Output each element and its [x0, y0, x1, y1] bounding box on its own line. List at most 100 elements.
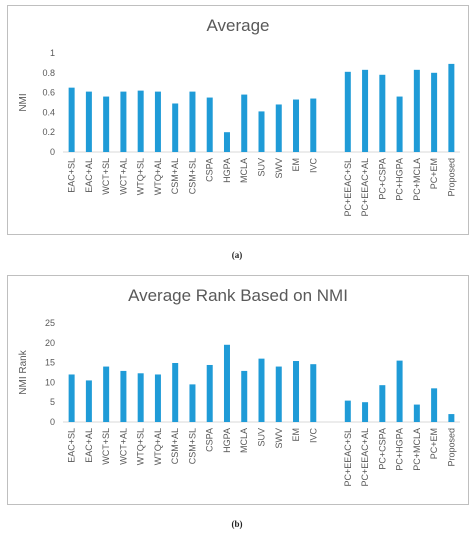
bar [362, 402, 369, 422]
bar [85, 380, 92, 422]
bar [362, 69, 369, 152]
bar [431, 72, 438, 152]
bar [258, 111, 265, 152]
bar [172, 362, 179, 422]
bar [275, 104, 282, 152]
x-tick-label: CSM+SL [187, 428, 197, 464]
x-tick-label: CSPA [205, 158, 215, 182]
x-tick-label: HGPA [222, 158, 232, 183]
x-tick-label: EM [291, 158, 301, 172]
x-tick-label: CSM+AL [170, 158, 180, 194]
x-tick-label: SWV [274, 428, 284, 449]
bar [293, 99, 300, 152]
bar [413, 404, 420, 422]
x-tick-label: CSM+SL [187, 158, 197, 194]
chart-panel-average-nmi: Average NMI 0 0.2 0.4 0.6 0.8 1 EAC+SL EAC+AL WCT… [7, 5, 469, 235]
bar [344, 71, 351, 152]
y-tick-label: 20 [45, 338, 55, 348]
bar [431, 388, 438, 422]
bar [396, 360, 403, 422]
x-tick-label: WCT+AL [118, 428, 128, 465]
x-tick-label: SUV [257, 158, 267, 177]
y-tick-label: 5 [50, 397, 55, 407]
bar [310, 98, 317, 152]
x-tick-label: WTQ+SL [136, 428, 146, 465]
bar [189, 91, 196, 152]
bar [120, 91, 127, 152]
y-tick-label: 15 [45, 358, 55, 368]
x-tick-label: PC+EEAC+AL [360, 158, 370, 217]
bar [137, 90, 144, 152]
bar [396, 96, 403, 152]
x-tick-label: PC+HGPA [395, 158, 405, 201]
x-tick-label: IVC [308, 428, 318, 444]
y-tick-label: 10 [45, 377, 55, 387]
bar [310, 364, 317, 422]
x-tick-label: Proposed [446, 428, 456, 467]
x-tick-label: WTQ+AL [153, 428, 163, 465]
x-tick-label: WCT+AL [118, 158, 128, 195]
x-tick-label: PC+CSPA [377, 158, 387, 200]
y-tick-label: 0 [50, 147, 55, 157]
x-tick-label: Proposed [446, 158, 456, 197]
x-tick-label: PC+EM [429, 428, 439, 459]
bar [137, 373, 144, 422]
bar [275, 366, 282, 422]
x-tick-label: EAC+SL [67, 158, 77, 193]
y-tick-label: 0.6 [42, 88, 55, 98]
x-tick-label: MCLA [239, 428, 249, 453]
chart-title: Average [206, 16, 270, 35]
bar [241, 94, 248, 152]
bar [189, 384, 196, 422]
y-tick-label: 0.8 [42, 68, 55, 78]
x-tick-label: EM [291, 428, 301, 442]
bar [241, 370, 248, 422]
y-tick-label: 25 [45, 318, 55, 328]
bar [448, 63, 455, 152]
y-axis-label: NMI [18, 93, 29, 111]
x-tick-label: CSPA [205, 428, 215, 452]
y-tick-label: 1 [50, 48, 55, 58]
x-tick-label: PC+CSPA [377, 428, 387, 470]
bar [413, 69, 420, 152]
x-tick-label: WCT+SL [101, 158, 111, 195]
bar [206, 97, 213, 152]
x-tick-label: PC+EEAC+SL [343, 428, 353, 487]
bar [379, 74, 386, 152]
y-tick-label: 0.4 [42, 107, 55, 117]
bar [379, 385, 386, 422]
bar [68, 374, 75, 422]
x-tick-label: WTQ+SL [136, 158, 146, 195]
x-tick-label: WCT+SL [101, 428, 111, 465]
x-tick-label: EAC+SL [67, 428, 77, 463]
x-tick-label: PC+HGPA [395, 428, 405, 471]
bar [223, 132, 230, 152]
bar [344, 400, 351, 422]
x-tick-label: EAC+AL [84, 428, 94, 463]
x-tick-label: PC+EM [429, 158, 439, 189]
x-tick-label: SUV [257, 428, 267, 447]
x-tick-label: IVC [308, 158, 318, 174]
bar [120, 370, 127, 422]
bar [223, 344, 230, 422]
bar [258, 358, 265, 422]
x-tick-label: HGPA [222, 428, 232, 453]
y-tick-label: 0.2 [42, 127, 55, 137]
bar [85, 91, 92, 152]
figure-caption-a: (a) [231, 250, 243, 260]
bar [103, 366, 110, 422]
bar [68, 87, 75, 152]
bar [206, 364, 213, 422]
bar [154, 91, 161, 152]
x-tick-label: MCLA [239, 158, 249, 183]
chart-panel-average-rank: Average Rank Based on NMI NMI Rank 0 5 10 15… [7, 275, 469, 505]
y-axis-label: NMI Rank [18, 349, 29, 394]
bar [154, 374, 161, 422]
x-tick-label: PC+EEAC+AL [360, 428, 370, 487]
x-tick-label: PC+MCLA [412, 428, 422, 471]
y-tick-label: 0 [50, 417, 55, 427]
x-tick-label: EAC+AL [84, 158, 94, 193]
chart-title: Average Rank Based on NMI [128, 286, 348, 305]
x-tick-label: SWV [274, 158, 284, 179]
x-tick-label: PC+EEAC+SL [343, 158, 353, 217]
